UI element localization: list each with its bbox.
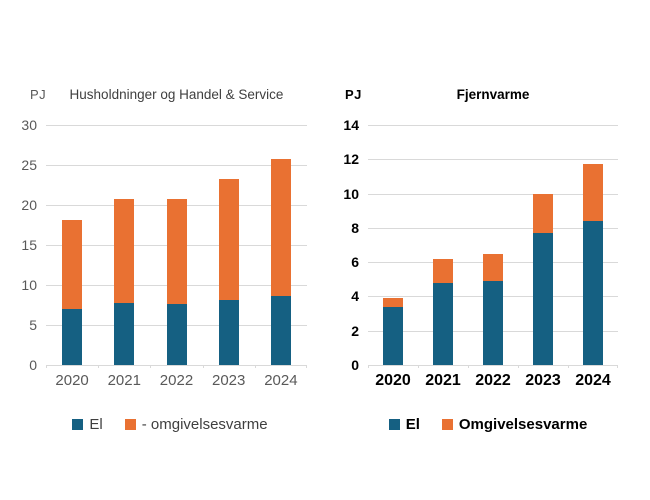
el-series-swatch-icon (72, 419, 84, 430)
bar-segment-el (433, 282, 453, 365)
bar-segment-omgivelsesvarme (218, 178, 239, 301)
gridline (368, 365, 618, 366)
axis-tick (617, 365, 618, 368)
bar-segment-omgivelsesvarme (483, 253, 503, 281)
gridline (368, 159, 618, 161)
axis-tick (518, 365, 519, 368)
bar-segment-omgivelsesvarme (433, 258, 453, 283)
chart-header: PJ Husholdninger og Handel & Service (15, 85, 325, 107)
y-tick-label: 20 (21, 197, 37, 213)
gridline (368, 125, 618, 126)
omgivelsesvarme-series-swatch-icon (441, 419, 453, 430)
x-tick-label: 2024 (575, 372, 611, 389)
y-axis-unit-label: PJ (30, 87, 47, 102)
gridline (368, 227, 618, 229)
axis-tick (568, 365, 569, 368)
axis-tick (46, 365, 47, 368)
el-series-swatch-icon (388, 419, 400, 430)
legend: El Omgivelsesvarme (338, 416, 638, 433)
y-tick-label: 2 (351, 322, 359, 339)
legend-item-el: El (72, 416, 103, 433)
legend: El - omgivelsesvarme (15, 416, 325, 433)
bar-segment-el (533, 233, 553, 365)
bar-segment-omgivelsesvarme (114, 199, 135, 303)
legend-label: - omgivelsesvarme (141, 416, 268, 433)
chart-title: Fjernvarme (456, 87, 530, 102)
bar-segment-el (483, 281, 503, 365)
axis-tick (418, 365, 419, 368)
x-tick-label: 2023 (212, 372, 246, 389)
legend-label: El (89, 416, 103, 433)
chart-header: PJ Fjernvarme (338, 85, 638, 107)
bar-segment-omgivelsesvarme (383, 298, 403, 307)
bar-segment-el (383, 306, 403, 365)
y-tick-label: 5 (29, 317, 37, 333)
y-tick-label: 0 (29, 357, 37, 373)
x-tick-label: 2021 (425, 372, 461, 389)
y-tick-label: 6 (351, 254, 359, 271)
x-tick-label: 2021 (107, 372, 141, 389)
gridline (46, 365, 307, 366)
y-tick-label: 10 (343, 185, 359, 202)
legend-label: El (405, 416, 420, 433)
legend-label: Omgivelsesvarme (458, 416, 588, 433)
y-tick-label: 4 (351, 288, 359, 305)
bar-segment-omgivelsesvarme (166, 199, 187, 305)
gridline (46, 125, 307, 126)
axis-tick (368, 365, 369, 368)
x-tick-label: 2023 (525, 372, 561, 389)
legend-item-el: El (388, 416, 420, 433)
y-tick-label: 25 (21, 157, 37, 173)
x-tick-label: 2020 (375, 372, 411, 389)
bar-segment-el (114, 302, 135, 365)
chart-title: Husholdninger og Handel & Service (69, 87, 284, 102)
axis-tick (150, 365, 152, 368)
bar-segment-omgivelsesvarme (62, 220, 83, 309)
y-axis-unit-label: PJ (345, 87, 362, 102)
gridline (368, 193, 618, 195)
axis-tick (202, 365, 204, 368)
bar-segment-omgivelsesvarme (583, 164, 603, 221)
omgivelsesvarme-series-swatch-icon (124, 419, 136, 430)
y-tick-label: 15 (21, 237, 37, 253)
bar-segment-omgivelsesvarme (270, 158, 291, 297)
plot-area: 0 5 10 15 20 25 30 2020 2021 2022 2023 2024 (21, 117, 307, 389)
x-tick-label: 2020 (55, 372, 89, 389)
bar-segment-el (583, 221, 603, 365)
bar-segment-omgivelsesvarme (533, 193, 553, 233)
legend-item-omgivelsesvarme: Omgivelsesvarme (441, 416, 588, 433)
gridline (46, 165, 307, 166)
bar-segment-el (166, 304, 187, 365)
legend-item-omgivelsesvarme: - omgivelsesvarme (124, 416, 268, 433)
y-tick-label: 30 (21, 117, 37, 133)
y-tick-label: 0 (351, 357, 359, 373)
axis-tick (306, 365, 307, 368)
bar-segment-el (62, 309, 83, 365)
axis-tick (468, 365, 469, 368)
y-tick-label: 8 (351, 219, 359, 236)
plot-area: 0 2 4 6 8 10 12 14 2020 2021 2022 2023 2024 (343, 117, 618, 389)
bar-segment-el (270, 296, 291, 365)
x-tick-label: 2022 (159, 372, 194, 389)
y-tick-label: 12 (343, 151, 359, 168)
y-tick-label: 14 (343, 117, 359, 133)
axis-tick (98, 365, 100, 368)
axis-tick (254, 365, 256, 368)
x-tick-label: 2024 (264, 372, 298, 389)
x-tick-label: 2022 (475, 372, 511, 389)
y-tick-label: 10 (21, 277, 37, 293)
bar-segment-el (218, 300, 239, 365)
